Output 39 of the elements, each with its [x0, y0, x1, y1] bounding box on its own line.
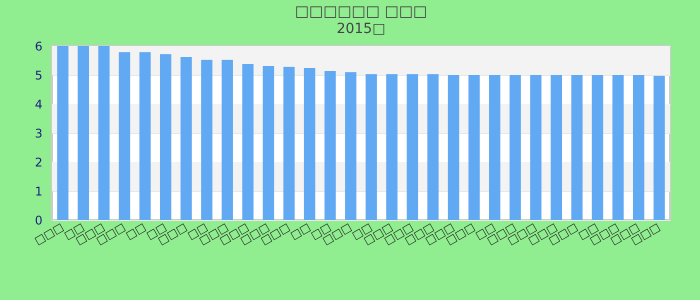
bar: [632, 75, 644, 220]
bar: [345, 72, 356, 220]
bar: [201, 60, 212, 220]
bar: [612, 75, 624, 220]
bar: [530, 75, 542, 220]
y-tick-label: 1: [34, 184, 42, 198]
bar: [468, 75, 480, 220]
bar: [118, 52, 130, 220]
y-tick-label: 4: [34, 98, 42, 112]
y-tick-label: 6: [34, 40, 42, 54]
bar: [324, 70, 336, 220]
bar: [262, 66, 274, 220]
bar: [180, 57, 192, 220]
chart-subtitle: 2015□: [336, 21, 386, 37]
bar: [510, 75, 521, 220]
bar: [406, 74, 418, 220]
bar: [57, 46, 68, 220]
bar: [222, 60, 233, 220]
bar: [283, 66, 295, 220]
bar: [654, 76, 665, 220]
bar: [592, 75, 604, 220]
y-tick-label: 2: [34, 156, 42, 170]
bar: [448, 75, 460, 220]
bar: [550, 75, 562, 220]
chart-title: □□□□□□ □□□: [294, 2, 428, 20]
bar: [304, 68, 316, 220]
bar: [386, 74, 398, 220]
bar: [571, 75, 583, 220]
bar: [366, 74, 377, 220]
y-tick-label: 5: [34, 68, 42, 82]
bar: [78, 46, 90, 220]
bar: [98, 46, 110, 220]
bar: [427, 74, 439, 220]
bar: [139, 52, 151, 220]
bar: [489, 75, 500, 220]
y-tick-label: 3: [34, 126, 42, 140]
y-tick-label: 0: [34, 214, 42, 228]
bar: [242, 64, 254, 220]
bar: [160, 54, 172, 220]
